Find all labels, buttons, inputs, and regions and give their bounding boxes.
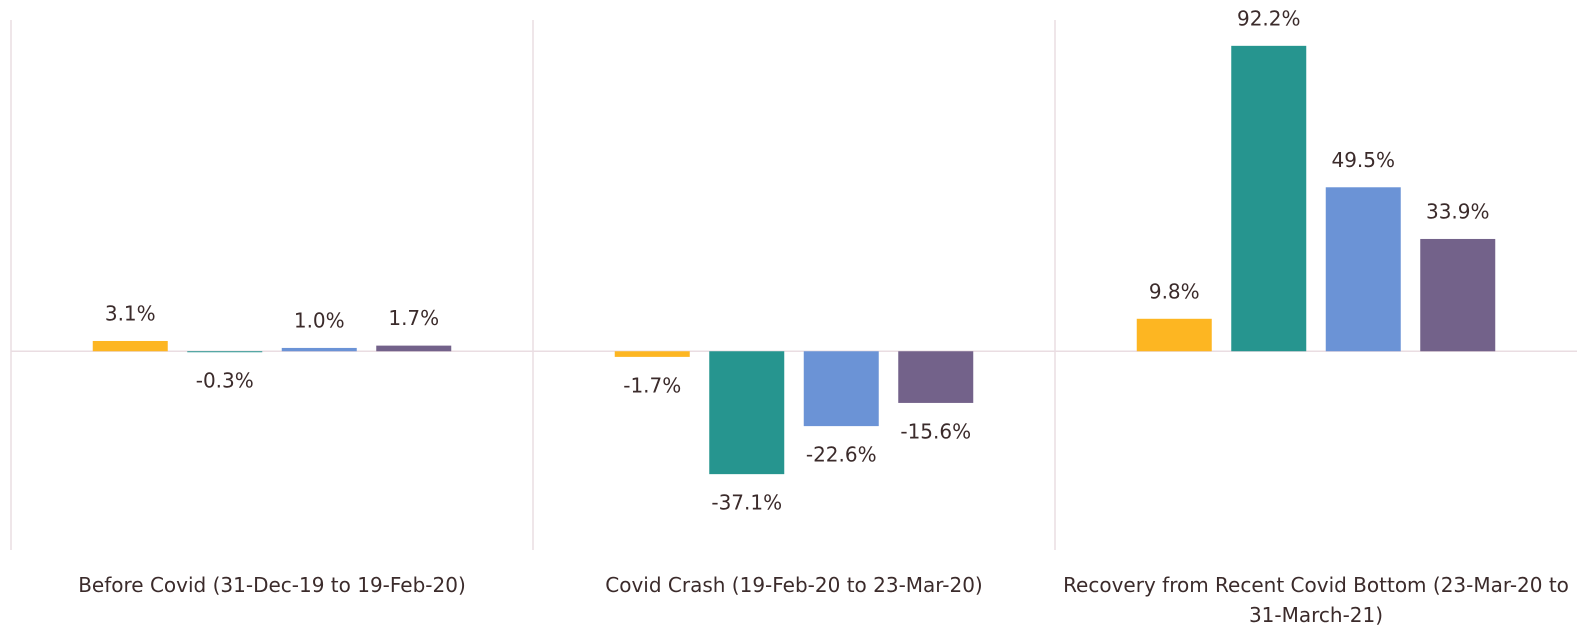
data-label: 33.9% [1426,199,1490,223]
x-tick-label: Recovery from Recent Covid Bottom (23-Ma… [1063,573,1569,627]
bar [1325,187,1401,352]
data-label: -37.1% [711,491,782,515]
x-tick-label: Before Covid (31-Dec-19 to 19-Feb-20) [78,573,466,597]
bar [92,340,168,352]
data-label: 9.8% [1149,279,1200,303]
data-label: 3.1% [105,301,156,325]
x-tick-label: Covid Crash (19-Feb-20 to 23-Mar-20) [605,573,983,597]
data-label: -15.6% [900,419,971,443]
data-label: 1.7% [388,306,439,330]
bar [803,351,879,427]
data-label: 49.5% [1331,148,1395,172]
bar [614,351,690,357]
data-label: 92.2% [1237,6,1301,30]
bar [1136,318,1212,352]
bar [1420,238,1496,352]
data-label: 1.0% [294,308,345,332]
bar [187,351,263,353]
bar [376,345,452,352]
data-label: -0.3% [196,369,254,393]
bar [281,347,357,352]
data-label: -22.6% [806,443,877,467]
bar [709,351,785,475]
data-label: -1.7% [623,373,681,397]
bar [1231,45,1307,352]
bar [898,351,974,403]
